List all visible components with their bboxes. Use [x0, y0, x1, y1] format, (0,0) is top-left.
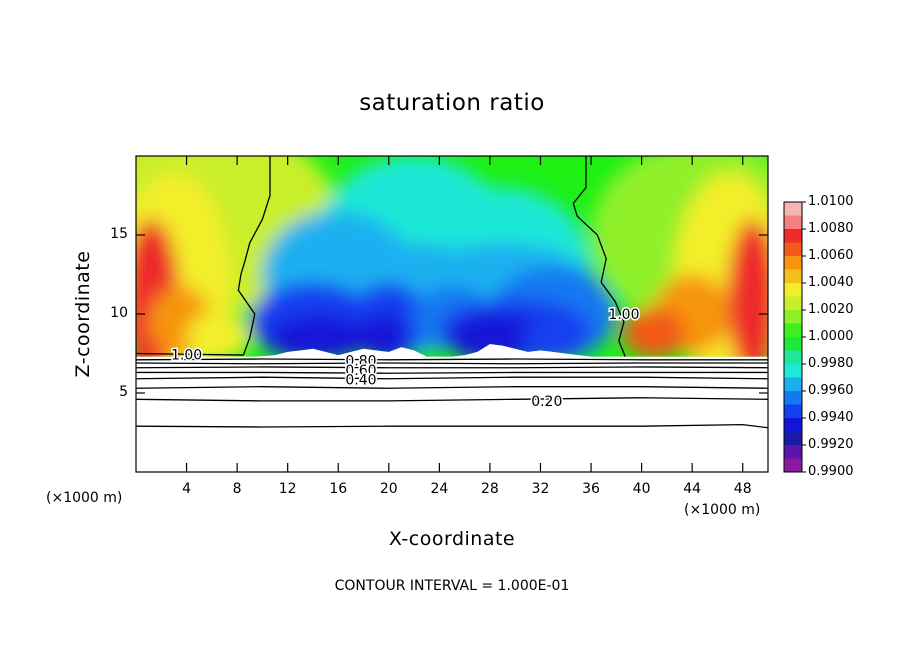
contour-label: 1.00 — [608, 307, 639, 323]
colorbar-swatch — [784, 256, 802, 270]
colorbar-swatch — [784, 418, 802, 432]
colorbar-swatch — [784, 215, 802, 230]
colorbar-swatch — [784, 283, 802, 297]
x-tick-label: 32 — [531, 481, 550, 497]
contour-line — [237, 156, 271, 356]
x-tick-label: 44 — [683, 481, 702, 497]
colorbar-swatch — [784, 242, 802, 257]
colorbar-swatch — [784, 458, 802, 473]
colorbar — [783, 201, 806, 473]
field-patch — [622, 307, 686, 357]
colorbar-label: 1.0020 — [808, 302, 854, 317]
field-patch — [268, 314, 370, 357]
contour-line — [135, 366, 769, 369]
colorbar-label: 1.0080 — [808, 221, 854, 236]
colorbar-swatch — [784, 350, 802, 365]
colorbar-swatch — [784, 377, 802, 392]
field-patch — [521, 321, 585, 357]
x-tick-label: 48 — [733, 481, 752, 497]
y-tick-label: 5 — [119, 384, 128, 400]
colorbar-swatch — [784, 391, 802, 405]
colorbar-swatch — [784, 296, 802, 311]
contour-line — [135, 376, 769, 380]
colorbar-swatch — [784, 337, 802, 351]
x-tick-label: 16 — [329, 481, 348, 497]
contour-line — [572, 156, 626, 357]
colorbar-label: 1.0100 — [808, 194, 854, 209]
field-patch — [727, 219, 768, 357]
chart-title: saturation ratio — [359, 90, 545, 116]
x-tick-label: 24 — [430, 481, 449, 497]
x-tick-label: 36 — [582, 481, 600, 497]
contour-line — [135, 397, 769, 402]
y-tick-label: 10 — [110, 305, 128, 321]
colorbar-swatch — [784, 229, 802, 243]
colorbar-swatch — [784, 310, 802, 324]
field-patch — [186, 310, 250, 357]
contour-labels: 1.00 1.00 0.800.600.40 0.20 — [169, 306, 641, 412]
x-tick-label: 40 — [632, 481, 651, 497]
x-tick-label: 4 — [182, 481, 192, 497]
contour-line — [136, 371, 768, 374]
colorbar-swatch — [784, 202, 802, 216]
x-tick-label: 12 — [278, 481, 297, 497]
saturation-field — [136, 156, 768, 357]
contour-label: 0.40 — [345, 373, 376, 389]
colorbar-swatch — [784, 404, 802, 419]
contour-label: 0.20 — [531, 394, 562, 410]
y-axis-title: Z-coordinate — [72, 250, 94, 378]
x-tick-label: 8 — [232, 481, 242, 497]
colorbar-label: 0.9900 — [808, 464, 854, 479]
x-tick-label: 20 — [379, 481, 398, 497]
contour-line — [135, 362, 768, 365]
contour-label: 1.00 — [171, 347, 202, 363]
colorbar-label: 0.9960 — [808, 383, 854, 398]
colorbar-label: 0.9940 — [808, 410, 854, 425]
colorbar-label: 1.0060 — [808, 248, 854, 263]
contour-line — [135, 423, 769, 429]
y-tick-label: 15 — [110, 226, 128, 242]
contour-line — [135, 352, 244, 356]
colorbar-swatch — [784, 269, 802, 284]
x-axis-title: X-coordinate — [388, 528, 516, 550]
colorbar-swatch — [784, 323, 802, 338]
contour-lines — [135, 156, 769, 429]
field-patch — [357, 312, 408, 357]
colorbar-label: 0.9980 — [808, 356, 854, 371]
x-unit-label: (×1000 m) — [684, 502, 761, 518]
colorbar-label: 1.0040 — [808, 275, 854, 290]
z-unit-label: (×1000 m) — [46, 490, 123, 506]
contour-label: 0.80 — [345, 354, 376, 370]
colorbar-label: 0.9920 — [808, 437, 854, 452]
colorbar-swatch — [784, 445, 802, 459]
contour-interval-note: CONTOUR INTERVAL = 1.000E-01 — [334, 578, 570, 594]
colorbar-label: 1.0000 — [808, 329, 854, 344]
contour-label: 0.60 — [345, 363, 376, 379]
colorbar-swatch — [784, 431, 802, 446]
contour-line — [135, 386, 769, 389]
axis-ticks — [136, 156, 768, 472]
contour-line — [135, 358, 768, 361]
x-tick-label: 28 — [480, 481, 499, 497]
colorbar-swatch — [784, 364, 802, 378]
